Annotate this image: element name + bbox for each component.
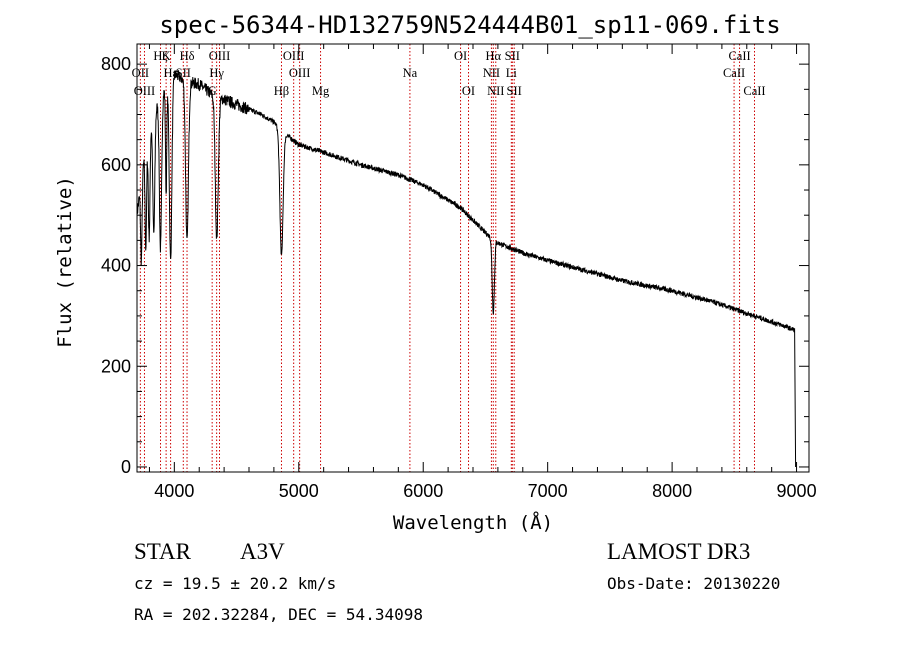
line-marker-label: OIII	[209, 49, 231, 63]
line-marker-label: CaII	[723, 66, 745, 80]
x-tick-label: 6000	[403, 481, 443, 501]
obs-date: Obs-Date: 20130220	[607, 574, 780, 593]
plot-frame	[136, 43, 810, 473]
line-marker-label: Hδ	[180, 49, 195, 63]
x-axis-label: Wavelength (Å)	[393, 511, 553, 534]
chart-title: spec-56344-HD132759N524444B01_sp11-069.f…	[159, 11, 780, 39]
line-marker-label: Hβ	[274, 84, 289, 98]
emission-line-markers	[139, 44, 755, 472]
redshift-info: cz = 19.5 ± 20.2 km/s	[134, 574, 336, 593]
line-marker-label: Na	[403, 66, 418, 80]
line-marker-label: CaII	[728, 49, 750, 63]
line-marker-label: OIII	[134, 84, 156, 98]
spectral-class: A3V	[240, 539, 285, 564]
line-marker-label: Hα	[485, 49, 501, 63]
line-marker-label: SII	[507, 84, 522, 98]
y-tick-label: 600	[101, 155, 131, 175]
coordinates: RA = 202.32284, DEC = 54.34098	[134, 605, 423, 624]
line-marker-label: OIII	[289, 66, 311, 80]
survey-name: LAMOST DR3	[607, 539, 750, 564]
y-axis: 0 200 400 600 800	[101, 54, 809, 477]
line-marker-label: NII	[487, 84, 504, 98]
x-tick-label: 9000	[777, 481, 817, 501]
line-marker-label: OIII	[283, 49, 305, 63]
line-marker-label: Hγ	[209, 66, 224, 80]
line-marker-label: Hζ	[153, 49, 167, 63]
line-marker-label: Li	[506, 66, 518, 80]
y-tick-label: 800	[101, 54, 131, 74]
x-tick-label: 4000	[154, 481, 194, 501]
spectrum-line	[136, 70, 797, 468]
x-tick-label: 5000	[279, 481, 319, 501]
y-tick-label: 200	[101, 356, 131, 376]
line-marker-label: K	[162, 49, 171, 63]
object-type: STAR	[134, 539, 192, 564]
line-marker-label: OI	[462, 84, 475, 98]
x-tick-label: 7000	[528, 481, 568, 501]
line-marker-label: NII	[483, 66, 500, 80]
y-tick-label: 0	[121, 457, 131, 477]
y-tick-label: 400	[101, 256, 131, 276]
line-marker-label: SII	[505, 49, 520, 63]
x-axis: 4000 5000 6000 7000 8000 9000	[148, 44, 817, 501]
y-axis-label: Flux (relative)	[54, 176, 76, 348]
line-marker-label: CaII	[743, 84, 765, 98]
x-tick-label: 8000	[652, 481, 692, 501]
line-marker-label: OII	[132, 66, 149, 80]
line-marker-label: OI	[454, 49, 467, 63]
line-marker-label: Mg	[312, 84, 330, 98]
